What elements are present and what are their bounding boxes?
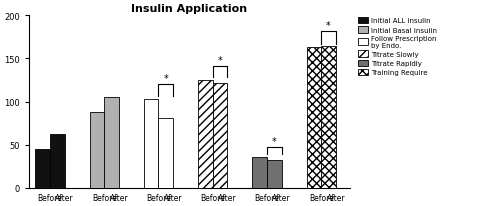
Bar: [50, 135, 64, 188]
Bar: [104, 98, 119, 188]
Bar: [306, 48, 322, 188]
Bar: [36, 149, 50, 188]
Text: *: *: [272, 136, 276, 146]
Bar: [198, 81, 212, 188]
Bar: [158, 118, 173, 188]
Bar: [144, 99, 158, 188]
Text: *: *: [164, 73, 168, 83]
Bar: [212, 83, 228, 188]
Bar: [322, 47, 336, 188]
Title: Insulin Application: Insulin Application: [132, 4, 248, 14]
Bar: [267, 160, 281, 188]
Bar: [252, 157, 267, 188]
Text: *: *: [218, 56, 222, 66]
Bar: [90, 112, 104, 188]
Legend: Initial ALL insulin, Initial Basal insulin, Follow Prescription
by Endo., Titrat: Initial ALL insulin, Initial Basal insul…: [356, 16, 438, 77]
Text: *: *: [326, 21, 331, 31]
